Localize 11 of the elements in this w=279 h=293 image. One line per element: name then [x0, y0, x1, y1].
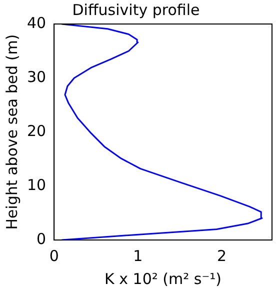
x-tick-label: 2 [216, 246, 226, 265]
y-axis-title: Height above sea bed (m) [2, 34, 21, 230]
chart-title: Diffusivity profile [72, 0, 200, 19]
y-tick-label: 0 [36, 230, 46, 248]
y-tick-label: 10 [26, 176, 46, 194]
x-tick-label: 0 [49, 246, 59, 265]
x-axis-title: K x 10² (m² s⁻¹) [104, 270, 222, 288]
y-tick-label: 30 [26, 68, 46, 86]
x-tick-label: 1 [133, 246, 143, 265]
y-tick-label: 20 [26, 122, 46, 140]
y-tick-label: 40 [26, 14, 46, 32]
